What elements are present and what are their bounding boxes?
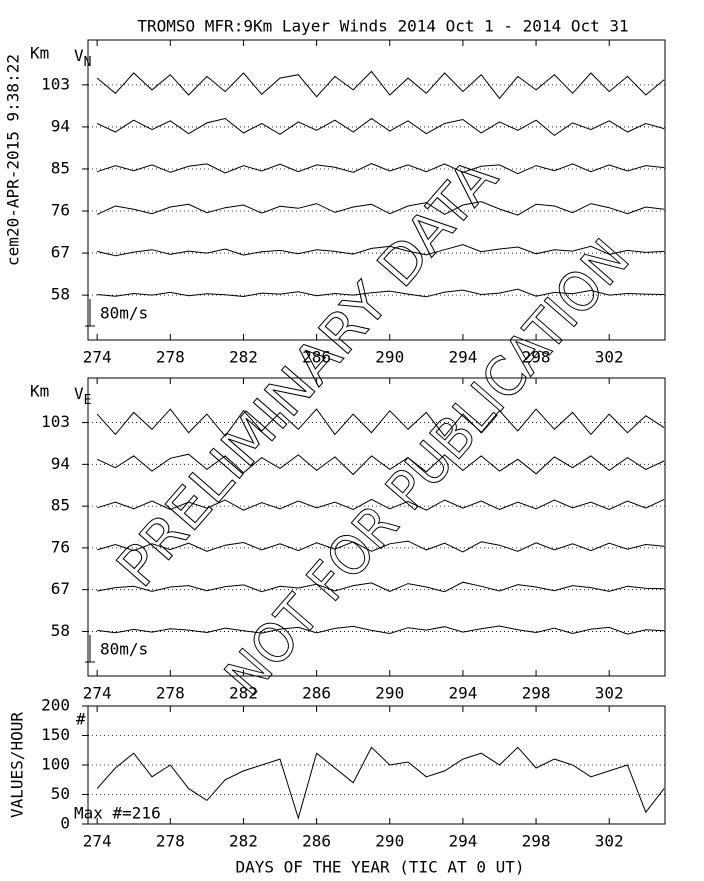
count-symbol: # <box>76 710 86 729</box>
x-tick-label: 282 <box>229 348 258 367</box>
y-tick-label: 0 <box>60 814 70 833</box>
x-tick-label: 298 <box>522 684 551 703</box>
watermark: PRELIMINARY DATA <box>105 146 510 599</box>
chart-title: TROMSO MFR:9Km Layer Winds 2014 Oct 1 - … <box>137 17 628 36</box>
trace <box>97 581 665 593</box>
y-tick-label: 103 <box>41 74 70 93</box>
y-unit: Km <box>30 44 49 63</box>
y-tick-label: 67 <box>51 243 70 262</box>
x-tick-label: 302 <box>595 684 624 703</box>
x-tick-label: 294 <box>448 684 477 703</box>
component-label: VE <box>74 384 91 408</box>
y-tick-label: 67 <box>51 579 70 598</box>
scale-bar-label: 80m/s <box>100 304 148 323</box>
x-tick-label: 294 <box>448 832 477 851</box>
trace <box>97 288 665 298</box>
y-tick-label: 50 <box>51 784 70 803</box>
y-tick-label: 200 <box>41 696 70 715</box>
trace <box>96 117 665 137</box>
x-tick-label: 278 <box>156 684 185 703</box>
y-tick-label: 58 <box>51 285 70 304</box>
y-tick-label: 85 <box>51 158 70 177</box>
plot-frame <box>87 377 666 677</box>
x-tick-label: 278 <box>156 348 185 367</box>
x-tick-label: 274 <box>83 684 112 703</box>
x-tick-label: 278 <box>156 832 185 851</box>
y-tick-label: 76 <box>51 537 70 556</box>
x-tick-label: 298 <box>522 348 551 367</box>
trace <box>96 201 665 216</box>
trace <box>96 163 665 175</box>
y-axis-label: VALUES/HOUR <box>8 712 27 818</box>
component-subscript: E <box>84 393 92 408</box>
trace <box>96 408 665 437</box>
trace <box>97 625 665 635</box>
y-tick-label: 94 <box>51 454 70 473</box>
component-label: VN <box>74 46 91 70</box>
x-tick-label: 282 <box>229 684 258 703</box>
plot-frame <box>87 39 666 341</box>
max-note: Max #=216 <box>74 804 161 823</box>
x-tick-label: 290 <box>375 684 404 703</box>
watermark: NOT FOR PUBLICATION <box>213 228 642 708</box>
x-tick-label: 282 <box>229 832 258 851</box>
trace <box>96 540 665 553</box>
trace <box>96 498 665 511</box>
y-tick-label: 76 <box>51 201 70 220</box>
component-subscript: N <box>84 55 92 70</box>
trace <box>96 244 665 257</box>
x-tick-label: 302 <box>595 348 624 367</box>
component-symbol: V <box>74 46 84 65</box>
x-axis-label: DAYS OF THE YEAR (TIC AT 0 UT) <box>236 858 525 877</box>
x-tick-label: 302 <box>595 832 624 851</box>
y-tick-label: 94 <box>51 116 70 135</box>
x-tick-label: 290 <box>375 832 404 851</box>
trace <box>96 70 665 100</box>
trace <box>96 746 665 820</box>
scale-bar-label: 80m/s <box>100 640 148 659</box>
y-tick-label: 85 <box>51 496 70 515</box>
x-tick-label: 274 <box>83 348 112 367</box>
y-tick-label: 58 <box>51 621 70 640</box>
component-symbol: V <box>74 384 84 403</box>
x-tick-label: 298 <box>522 832 551 851</box>
trace <box>96 453 665 476</box>
y-tick-label: 103 <box>41 412 70 431</box>
x-tick-label: 294 <box>448 348 477 367</box>
y-tick-label: 100 <box>41 755 70 774</box>
y-unit: Km <box>30 382 49 401</box>
x-tick-label: 286 <box>302 348 331 367</box>
x-tick-label: 286 <box>302 684 331 703</box>
x-tick-label: 290 <box>375 348 404 367</box>
y-tick-label: 150 <box>41 725 70 744</box>
x-tick-label: 274 <box>83 832 112 851</box>
x-tick-label: 286 <box>302 832 331 851</box>
timestamp: cem20-APR-2015 9:38:22 <box>4 54 23 266</box>
